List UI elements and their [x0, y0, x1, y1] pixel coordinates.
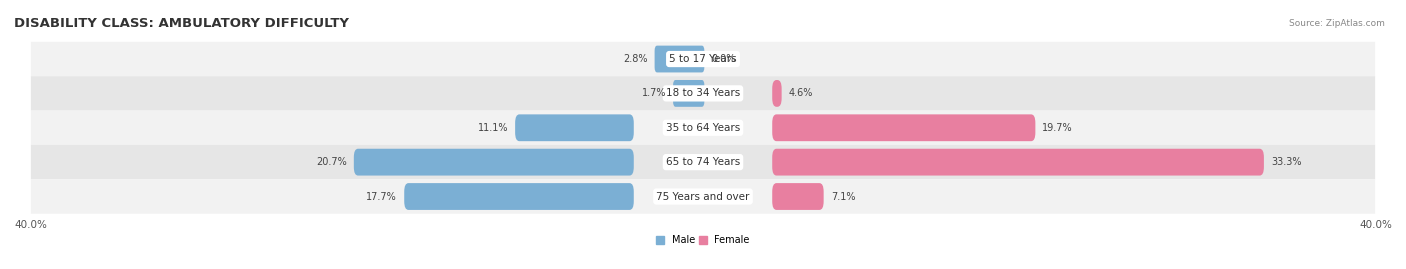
FancyBboxPatch shape: [772, 149, 1264, 176]
Legend: Male, Female: Male, Female: [652, 231, 754, 249]
FancyBboxPatch shape: [655, 46, 704, 72]
Text: DISABILITY CLASS: AMBULATORY DIFFICULTY: DISABILITY CLASS: AMBULATORY DIFFICULTY: [14, 17, 349, 30]
FancyBboxPatch shape: [772, 80, 782, 107]
Text: 20.7%: 20.7%: [316, 157, 347, 167]
Text: 11.1%: 11.1%: [478, 123, 508, 133]
FancyBboxPatch shape: [31, 179, 1375, 214]
FancyBboxPatch shape: [673, 80, 704, 107]
Text: 2.8%: 2.8%: [623, 54, 648, 64]
FancyBboxPatch shape: [31, 111, 1375, 145]
FancyBboxPatch shape: [515, 114, 634, 141]
Text: 18 to 34 Years: 18 to 34 Years: [666, 89, 740, 98]
Text: 35 to 64 Years: 35 to 64 Years: [666, 123, 740, 133]
FancyBboxPatch shape: [354, 149, 634, 176]
FancyBboxPatch shape: [772, 183, 824, 210]
Text: 65 to 74 Years: 65 to 74 Years: [666, 157, 740, 167]
Text: 19.7%: 19.7%: [1042, 123, 1073, 133]
FancyBboxPatch shape: [31, 145, 1375, 179]
Text: 0.0%: 0.0%: [711, 54, 735, 64]
FancyBboxPatch shape: [772, 114, 1035, 141]
Text: 4.6%: 4.6%: [789, 89, 813, 98]
Text: 7.1%: 7.1%: [831, 192, 855, 201]
Text: 17.7%: 17.7%: [367, 192, 396, 201]
Text: 1.7%: 1.7%: [641, 89, 666, 98]
Text: Source: ZipAtlas.com: Source: ZipAtlas.com: [1289, 19, 1385, 28]
FancyBboxPatch shape: [31, 76, 1375, 111]
Text: 5 to 17 Years: 5 to 17 Years: [669, 54, 737, 64]
FancyBboxPatch shape: [405, 183, 634, 210]
FancyBboxPatch shape: [31, 42, 1375, 76]
Text: 33.3%: 33.3%: [1271, 157, 1302, 167]
Text: 40.0%: 40.0%: [1360, 220, 1392, 230]
Text: 75 Years and over: 75 Years and over: [657, 192, 749, 201]
Text: 40.0%: 40.0%: [14, 220, 46, 230]
